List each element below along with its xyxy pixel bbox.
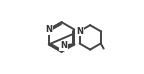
Text: N: N xyxy=(76,27,83,36)
Text: N: N xyxy=(60,41,67,50)
Text: N: N xyxy=(45,25,52,34)
